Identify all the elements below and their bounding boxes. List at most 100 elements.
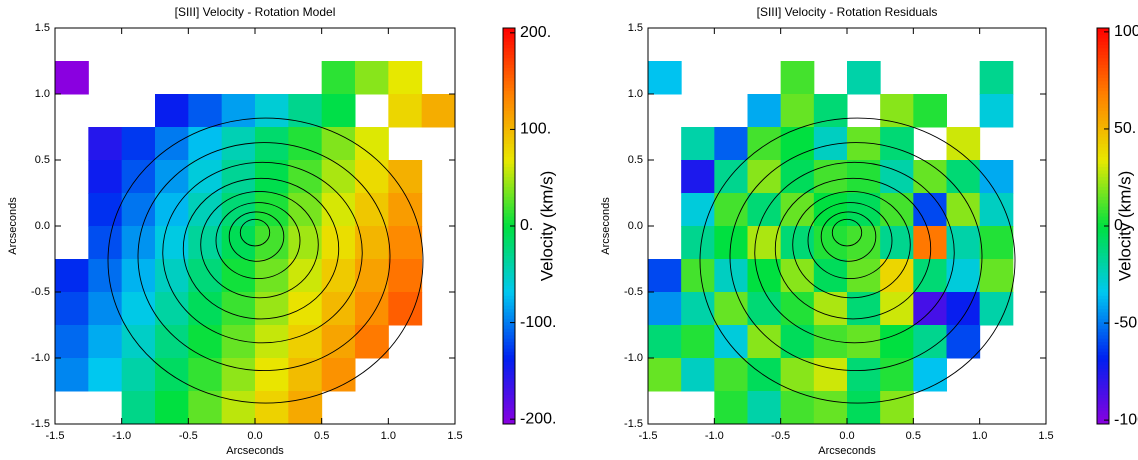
- cell: [979, 259, 1014, 293]
- cell: [714, 193, 748, 227]
- x-tick-label: 0.0: [839, 430, 854, 442]
- cell: [979, 226, 1014, 260]
- colorbar-segment: [503, 123, 515, 128]
- x-tick-label: -1.5: [639, 430, 658, 442]
- colorbar-segment: [1097, 80, 1109, 85]
- cell: [714, 391, 748, 425]
- cell: [913, 160, 947, 194]
- colorbar-segment: [503, 394, 515, 399]
- colorbar-segment: [1097, 186, 1109, 191]
- y-tick-label: -0.5: [624, 286, 643, 298]
- cell: [780, 325, 815, 359]
- colorbar-segment: [503, 34, 515, 39]
- cell: [913, 358, 947, 392]
- cell: [188, 259, 223, 293]
- colorbar-segment: [503, 272, 515, 276]
- cell: [188, 160, 223, 194]
- cell: [188, 127, 223, 161]
- colorbar-segment: [503, 90, 515, 95]
- colorbar-segment: [503, 140, 515, 144]
- colorbar-segment: [503, 47, 515, 52]
- colorbar-segment: [503, 404, 515, 408]
- cell: [388, 292, 423, 326]
- cell: [121, 193, 156, 227]
- cell: [355, 226, 389, 260]
- cell: [681, 226, 715, 260]
- colorbar-segment: [1097, 371, 1109, 375]
- colorbar-segment: [1097, 341, 1109, 346]
- colorbar-segment: [1097, 377, 1109, 382]
- colorbar-segment: [1097, 295, 1109, 300]
- colorbar-segment: [503, 229, 515, 234]
- colorbar-segment: [1097, 74, 1109, 78]
- colorbar-segment: [503, 305, 515, 309]
- contour: [754, 161, 955, 344]
- colorbar-segment: [1097, 163, 1109, 168]
- cell: [388, 226, 423, 260]
- cell: [681, 325, 715, 359]
- colorbar-segment: [1097, 146, 1109, 151]
- cell: [221, 358, 256, 392]
- y-tick-label: 1.5: [628, 22, 643, 34]
- colorbar-segment: [503, 328, 515, 333]
- x-tick-label: 0.5: [906, 430, 921, 442]
- cell: [155, 127, 189, 161]
- colorbar-segment: [1097, 212, 1109, 217]
- colorbar-segment: [503, 242, 515, 247]
- cell: [388, 94, 423, 128]
- cell: [946, 292, 981, 326]
- cell: [255, 193, 289, 227]
- x-axis-label: Arcseconds: [226, 445, 284, 457]
- colorbar-segment: [503, 298, 515, 303]
- colorbar-segment: [503, 292, 515, 296]
- colorbar-segment: [1097, 311, 1109, 316]
- cell: [714, 358, 748, 392]
- colorbar-segment: [1097, 183, 1109, 187]
- cell: [681, 292, 715, 326]
- colorbar-segment: [503, 222, 515, 227]
- cell: [255, 226, 289, 260]
- colorbar-segment: [503, 120, 515, 125]
- colorbar-segment: [503, 44, 515, 49]
- cell: [255, 391, 289, 425]
- cell: [747, 391, 782, 425]
- colorbar-segment: [503, 74, 515, 78]
- colorbar-segment: [1097, 245, 1109, 250]
- colorbar-segment: [503, 387, 515, 392]
- colorbar-segment: [503, 262, 515, 267]
- cell: [747, 127, 782, 161]
- cell: [288, 193, 323, 227]
- colorbar-segment: [503, 344, 515, 349]
- cell: [288, 325, 323, 359]
- colorbar-segment: [503, 371, 515, 375]
- cell: [188, 391, 223, 425]
- colorbar-segment: [503, 51, 515, 55]
- colorbar-segment: [503, 338, 515, 342]
- colorbar-segment: [1097, 222, 1109, 227]
- colorbar-segment: [1097, 110, 1109, 115]
- colorbar-segment: [503, 334, 515, 339]
- colorbar-segment: [1097, 334, 1109, 339]
- colorbar-segment: [503, 259, 515, 263]
- contour: [792, 190, 911, 299]
- colorbar-segment: [503, 173, 515, 177]
- cell: [747, 292, 782, 326]
- colorbar-segment: [503, 367, 515, 372]
- colorbar-segment: [503, 103, 515, 108]
- colorbar-segment: [503, 77, 515, 82]
- cell: [979, 193, 1014, 227]
- cell: [55, 358, 89, 392]
- colorbar-segment: [503, 209, 515, 214]
- cell: [813, 358, 848, 392]
- colorbar-segment: [1097, 140, 1109, 144]
- cell: [321, 259, 356, 293]
- colorbar-segment: [1097, 123, 1109, 128]
- colorbar-segment: [1097, 321, 1109, 326]
- colorbar-segment: [503, 410, 515, 415]
- colorbar-segment: [1097, 160, 1109, 164]
- colorbar-segment: [503, 150, 515, 154]
- cell: [747, 160, 782, 194]
- colorbar-segment: [1097, 351, 1109, 356]
- colorbar-segment: [503, 384, 515, 389]
- x-axis-label: Arcseconds: [818, 445, 876, 457]
